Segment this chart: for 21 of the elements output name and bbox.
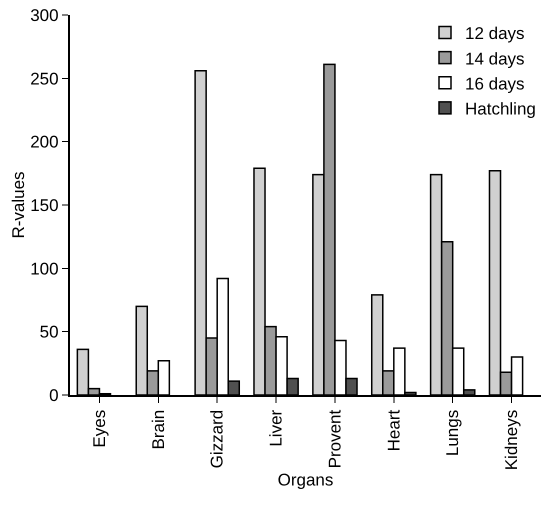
y-tick-label: 150 [30,196,59,215]
y-axis-title: R-values [9,171,28,239]
x-tick-label: Eyes [90,410,109,448]
x-tick-label: Brain [148,410,168,450]
legend-label: 12 days [465,24,525,44]
legend-label: 16 days [465,74,525,94]
x-tick-label: Provent [325,410,344,468]
y-tick-label: 50 [40,322,59,342]
x-tick-label: Gizzard [208,410,227,468]
y-tick-label: 300 [30,6,59,25]
legend-label: Hatchling [465,99,536,118]
x-tick-label: Lungs [443,410,462,456]
x-tick-label: Liver [266,409,286,447]
x-tick-label: Heart [384,410,404,452]
y-tick-label: 0 [49,386,59,405]
legend-label: 14 days [465,49,525,68]
y-tick-label: 250 [30,69,59,88]
x-tick-label: Kidneys [502,410,522,470]
x-axis-title: Organs [278,470,334,490]
y-tick-label: 200 [30,132,59,152]
y-tick-label: 100 [30,259,59,278]
